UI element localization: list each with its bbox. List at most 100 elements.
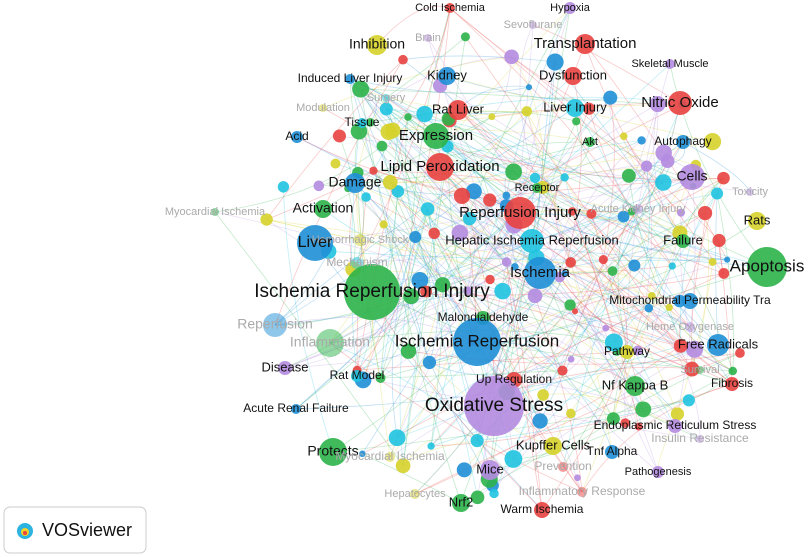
- minor-node: [640, 160, 653, 172]
- minor-node: [463, 286, 472, 296]
- edge: [361, 56, 512, 124]
- edge: [383, 224, 626, 424]
- minor-node: [532, 413, 548, 429]
- edge: [467, 191, 477, 291]
- node-label: Pathogenesis: [625, 466, 692, 478]
- edge: [415, 236, 768, 268]
- edge: [266, 219, 613, 272]
- minor-node: [684, 361, 700, 377]
- minor-node: [504, 450, 523, 468]
- edge: [569, 212, 706, 306]
- minor-node: [527, 288, 543, 304]
- minor-node: [617, 210, 630, 223]
- minor-node: [485, 274, 495, 285]
- edge: [419, 176, 693, 281]
- minor-node: [456, 462, 472, 478]
- node-label: Acute Kidney Injury: [591, 203, 686, 215]
- edge: [457, 109, 684, 242]
- minor-node: [382, 175, 398, 190]
- edge: [564, 177, 676, 427]
- node-label: Oxidative Stress: [425, 395, 563, 416]
- node-label: Insulin Resistance: [651, 431, 749, 445]
- edge: [354, 182, 719, 346]
- edge: [569, 220, 758, 306]
- edge: [449, 7, 673, 267]
- minor-node: [583, 102, 596, 115]
- minor-node: [451, 224, 469, 242]
- edge: [410, 103, 658, 297]
- edge: [380, 208, 429, 379]
- node: [354, 234, 366, 246]
- node: [453, 318, 501, 366]
- minor-node: [385, 122, 401, 139]
- node-label: Nf Kappa B: [602, 377, 669, 392]
- edge: [502, 290, 614, 420]
- node: [344, 264, 400, 320]
- node-label: Pathway: [604, 344, 650, 358]
- logo-icon-center: [23, 531, 27, 535]
- edge: [564, 272, 733, 372]
- edge: [354, 182, 563, 371]
- edge: [356, 7, 451, 264]
- node-label: Apoptosis: [730, 256, 805, 275]
- node-label: Inflammation: [290, 334, 370, 350]
- minor-node: [703, 133, 722, 151]
- minor-node: [660, 154, 675, 169]
- node-label: Brain: [415, 32, 441, 44]
- node: [319, 438, 347, 466]
- edge: [414, 345, 681, 495]
- minor-node: [649, 96, 666, 113]
- node-label: Induced Liver Injury: [298, 71, 403, 85]
- edge: [328, 250, 728, 261]
- minor-node: [376, 140, 388, 152]
- minor-node: [379, 102, 393, 116]
- edge: [467, 290, 636, 387]
- minor-node: [359, 450, 366, 458]
- node-label: Up Regulation: [476, 372, 552, 386]
- node: [297, 225, 333, 261]
- edge: [477, 399, 689, 442]
- minor-node: [427, 442, 435, 450]
- edge: [362, 7, 451, 381]
- minor-node: [332, 129, 346, 143]
- edge: [266, 170, 374, 220]
- edge: [543, 393, 676, 427]
- edge: [493, 103, 658, 494]
- node: [438, 67, 456, 85]
- edge: [439, 85, 650, 309]
- node-label: Liver: [298, 234, 333, 251]
- edge: [446, 75, 611, 101]
- node: [382, 94, 390, 102]
- labels: Cold Ischemia Hypoxia Sevoflurane Brain Inhi…: [165, 2, 804, 516]
- node: [564, 67, 582, 85]
- node-label: Failure: [663, 232, 703, 247]
- minor-node: [537, 389, 549, 401]
- node-label: Tissue: [345, 115, 380, 129]
- minor-node: [391, 185, 405, 198]
- node: [696, 366, 704, 374]
- minor-node: [453, 187, 471, 204]
- node-label: Acid: [285, 129, 308, 143]
- edge: [274, 191, 475, 326]
- node: [504, 197, 536, 229]
- minor-node: [647, 291, 656, 300]
- node-label: Free Radicals: [678, 336, 759, 351]
- node: [452, 494, 470, 512]
- edge: [419, 280, 681, 347]
- edge: [512, 370, 563, 460]
- node: [445, 3, 455, 13]
- node-label: Activation: [293, 200, 354, 216]
- minor-node: [621, 168, 636, 183]
- edge: [347, 188, 659, 473]
- node-label: Fibrosis: [711, 376, 753, 390]
- minor-node: [668, 262, 676, 270]
- edge: [677, 261, 714, 415]
- edge: [386, 108, 684, 242]
- node: [480, 460, 500, 480]
- node: [625, 376, 645, 396]
- edge: [322, 116, 493, 210]
- node-label: Toxicity: [732, 186, 769, 198]
- edge: [362, 273, 724, 455]
- minor-node: [561, 270, 568, 277]
